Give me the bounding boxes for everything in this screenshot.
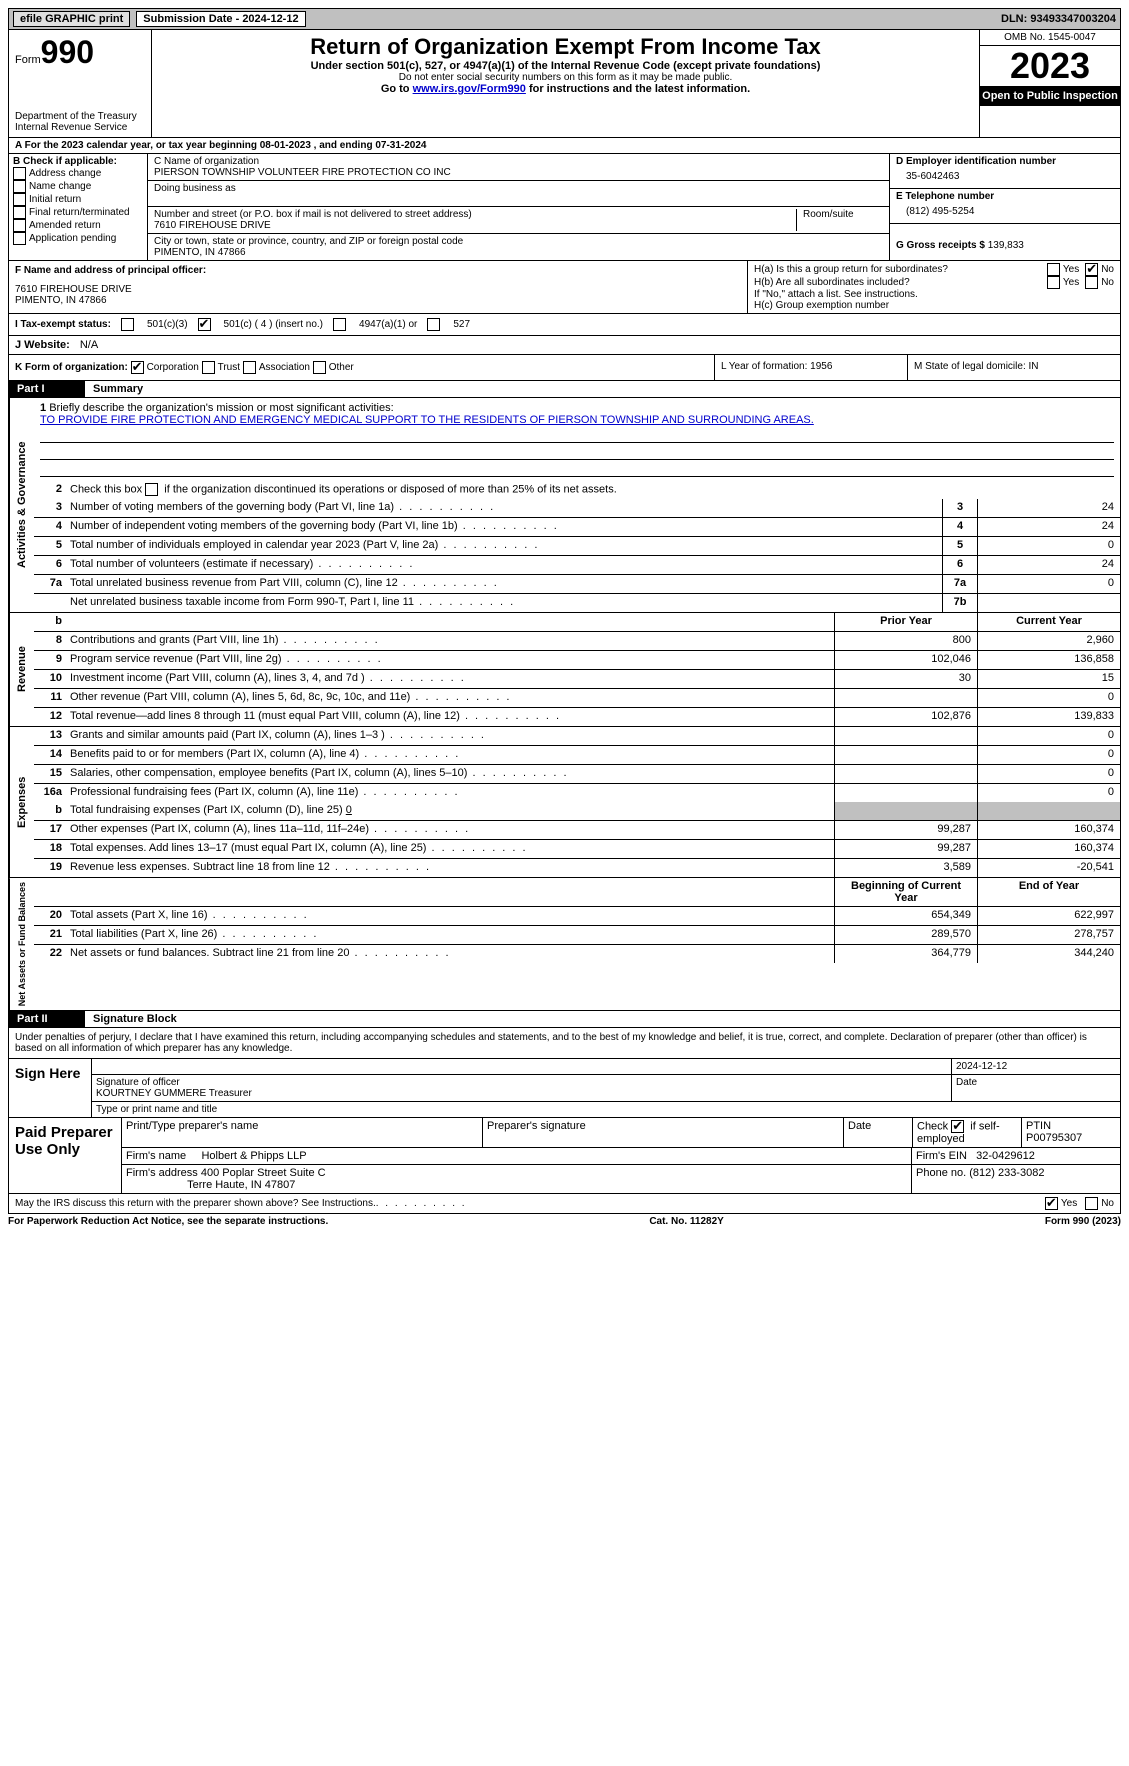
current-year-header: Current Year (977, 613, 1120, 631)
tab-revenue: Revenue (9, 613, 34, 726)
hb-yes-checkbox[interactable] (1047, 276, 1060, 289)
org-address: 7610 FIREHOUSE DRIVE (154, 220, 796, 231)
top-bar: efile GRAPHIC print Submission Date - 20… (8, 8, 1121, 30)
summary-line: 3Number of voting members of the governi… (34, 499, 1120, 518)
ptin: P00795307 (1026, 1132, 1116, 1144)
name-change-checkbox[interactable] (13, 180, 26, 193)
sign-date: 2024-12-12 (952, 1059, 1120, 1074)
omb-number: OMB No. 1545-0047 (980, 30, 1120, 46)
dln: DLN: 93493347003204 (1001, 13, 1116, 25)
trust-checkbox[interactable] (202, 361, 215, 374)
org-city: PIMENTO, IN 47866 (154, 247, 883, 258)
summary-line: 11Other revenue (Part VIII, column (A), … (34, 689, 1120, 708)
section-f: F Name and address of principal officer:… (9, 261, 747, 313)
penalty-statement: Under penalties of perjury, I declare th… (8, 1028, 1121, 1059)
ha-yes-checkbox[interactable] (1047, 263, 1060, 276)
ssn-note: Do not enter social security numbers on … (158, 72, 973, 83)
part-i-header: Part I Summary (8, 381, 1121, 398)
other-checkbox[interactable] (313, 361, 326, 374)
tax-year-line: A For the 2023 calendar year, or tax yea… (8, 138, 1121, 154)
telephone: (812) 495-5254 (896, 202, 1114, 221)
page-footer: For Paperwork Reduction Act Notice, see … (8, 1214, 1121, 1229)
org-name: PIERSON TOWNSHIP VOLUNTEER FIRE PROTECTI… (154, 167, 883, 178)
tax-year: 2023 (980, 46, 1120, 86)
summary-line: 6Total number of volunteers (estimate if… (34, 556, 1120, 575)
sign-here-block: Sign Here 2024-12-12 Signature of office… (8, 1059, 1121, 1118)
summary-line: 15Salaries, other compensation, employee… (34, 765, 1120, 784)
discuss-yes-checkbox[interactable] (1045, 1197, 1058, 1210)
paid-preparer-block: Paid Preparer Use Only Print/Type prepar… (8, 1118, 1121, 1194)
section-c: C Name of organization PIERSON TOWNSHIP … (148, 154, 889, 260)
form-number: Form990 (15, 34, 145, 71)
summary-line: 5Total number of individuals employed in… (34, 537, 1120, 556)
summary-line: 4Number of independent voting members of… (34, 518, 1120, 537)
submission-date: Submission Date - 2024-12-12 (136, 11, 305, 27)
section-j: J Website: N/A (8, 336, 1121, 355)
mission-text[interactable]: TO PROVIDE FIRE PROTECTION AND EMERGENCY… (40, 414, 814, 426)
discontinued-checkbox[interactable] (145, 483, 158, 496)
section-h: H(a) Is this a group return for subordin… (747, 261, 1120, 313)
ha-no-checkbox[interactable] (1085, 263, 1098, 276)
summary-line: 10Investment income (Part VIII, column (… (34, 670, 1120, 689)
dept-treasury: Department of the Treasury Internal Reve… (15, 111, 145, 133)
tab-expenses: Expenses (9, 727, 34, 877)
form-subtitle: Under section 501(c), 527, or 4947(a)(1)… (158, 60, 973, 72)
summary-line: 8Contributions and grants (Part VIII, li… (34, 632, 1120, 651)
discuss-no-checkbox[interactable] (1085, 1197, 1098, 1210)
summary-line: 18Total expenses. Add lines 13–17 (must … (34, 840, 1120, 859)
tab-governance: Activities & Governance (9, 398, 34, 612)
self-employed-checkbox[interactable] (951, 1120, 964, 1133)
final-return-checkbox[interactable] (13, 206, 26, 219)
firm-name: Holbert & Phipps LLP (201, 1150, 306, 1162)
summary-line: 20Total assets (Part X, line 16)654,3496… (34, 907, 1120, 926)
summary-line: 22Net assets or fund balances. Subtract … (34, 945, 1120, 963)
open-to-public: Open to Public Inspection (980, 86, 1120, 106)
section-m: M State of legal domicile: IN (908, 355, 1120, 380)
summary-line: 21Total liabilities (Part X, line 26)289… (34, 926, 1120, 945)
form-header: Form990 Department of the Treasury Inter… (8, 30, 1121, 138)
initial-return-checkbox[interactable] (13, 193, 26, 206)
section-l: L Year of formation: 1956 (715, 355, 908, 380)
association-checkbox[interactable] (243, 361, 256, 374)
address-change-checkbox[interactable] (13, 167, 26, 180)
summary-line: 19Revenue less expenses. Subtract line 1… (34, 859, 1120, 877)
application-pending-checkbox[interactable] (13, 232, 26, 245)
section-k: K Form of organization: Corporation Trus… (9, 355, 715, 380)
firm-ein: 32-0429612 (976, 1150, 1035, 1162)
section-deg: D Employer identification number 35-6042… (889, 154, 1120, 260)
discuss-row: May the IRS discuss this return with the… (8, 1194, 1121, 1214)
section-b: B Check if applicable: Address change Na… (9, 154, 148, 260)
hb-no-checkbox[interactable] (1085, 276, 1098, 289)
summary-line: 7aTotal unrelated business revenue from … (34, 575, 1120, 594)
summary-line: 14Benefits paid to or for members (Part … (34, 746, 1120, 765)
summary-line: Net unrelated business taxable income fr… (34, 594, 1120, 612)
form-title: Return of Organization Exempt From Incom… (158, 34, 973, 60)
website: N/A (80, 339, 98, 351)
501c3-checkbox[interactable] (121, 318, 134, 331)
amended-return-checkbox[interactable] (13, 219, 26, 232)
summary-line: 17Other expenses (Part IX, column (A), l… (34, 821, 1120, 840)
527-checkbox[interactable] (427, 318, 440, 331)
irs-link[interactable]: www.irs.gov/Form990 (413, 83, 526, 95)
tab-net-assets: Net Assets or Fund Balances (9, 878, 34, 1010)
501c-checkbox[interactable] (198, 318, 211, 331)
officer-name: KOURTNEY GUMMERE Treasurer (96, 1088, 947, 1099)
4947-checkbox[interactable] (333, 318, 346, 331)
gross-receipts: 139,833 (988, 240, 1024, 251)
section-i: I Tax-exempt status: 501(c)(3) 501(c) ( … (9, 314, 748, 335)
part-ii-header: Part II Signature Block (8, 1011, 1121, 1028)
prior-year-header: Prior Year (834, 613, 977, 631)
firm-phone: (812) 233-3082 (969, 1167, 1044, 1179)
summary-line: 9Program service revenue (Part VIII, lin… (34, 651, 1120, 670)
summary-line: 12Total revenue—add lines 8 through 11 (… (34, 708, 1120, 726)
ein: 35-6042463 (896, 167, 1114, 186)
summary-line: 16aProfessional fundraising fees (Part I… (34, 784, 1120, 802)
goto-note: Go to www.irs.gov/Form990 for instructio… (158, 83, 973, 95)
efile-print-button[interactable]: efile GRAPHIC print (13, 11, 130, 27)
summary-line: 13Grants and similar amounts paid (Part … (34, 727, 1120, 746)
corporation-checkbox[interactable] (131, 361, 144, 374)
